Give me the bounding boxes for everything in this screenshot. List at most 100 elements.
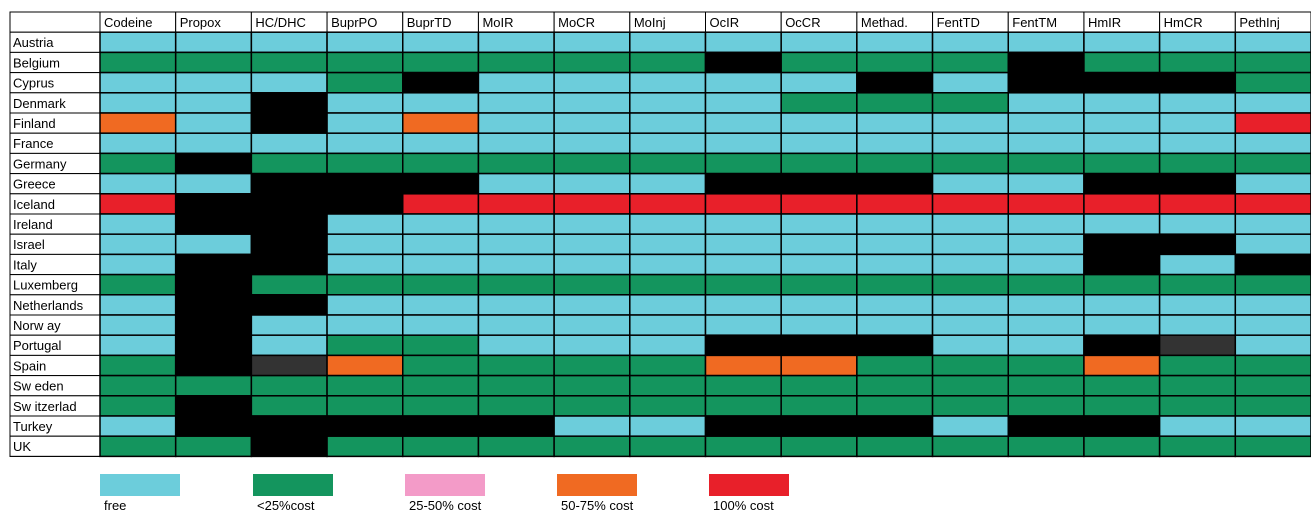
- heatmap-cell: [1158, 172, 1237, 195]
- heatmap-cell: [99, 253, 177, 276]
- heatmap-cell: [250, 374, 328, 397]
- row-label: Belgium: [13, 55, 60, 70]
- heatmap-cell: [326, 213, 404, 235]
- heatmap-cell: [780, 395, 858, 417]
- legend-item-25-50: 25-50% cost: [405, 474, 485, 513]
- heatmap-cell: [99, 314, 177, 336]
- heatmap-cell: [99, 415, 177, 437]
- heatmap-cell: [553, 152, 631, 175]
- heatmap-cell: [1234, 395, 1311, 417]
- heatmap-cell: [99, 112, 177, 134]
- column-header-label: BuprPO: [331, 15, 377, 30]
- heatmap-cell: [326, 71, 404, 94]
- heatmap-cell: [629, 374, 707, 397]
- heatmap-cell: [931, 213, 1009, 235]
- heatmap-cell: [99, 435, 177, 458]
- heatmap-cell: [1007, 435, 1085, 458]
- heatmap-cell: [402, 132, 480, 155]
- heatmap-cell: [629, 132, 707, 155]
- heatmap-cell: [174, 31, 253, 54]
- heatmap-cell: [553, 233, 631, 256]
- heatmap-cell: [629, 273, 707, 296]
- heatmap-cell: [629, 314, 707, 336]
- heatmap-cell: [174, 213, 253, 235]
- heatmap-cell: [553, 132, 631, 155]
- heatmap-cell: [1083, 31, 1161, 54]
- heatmap-cell: [402, 51, 480, 74]
- heatmap-cell: [931, 354, 1009, 377]
- heatmap-cell: [326, 172, 404, 195]
- heatmap-cell: [326, 253, 404, 276]
- heatmap-cell: [250, 193, 328, 215]
- heatmap-cell: [174, 334, 253, 357]
- heatmap-cell: [326, 132, 404, 155]
- legend: free <25%cost 25-50% cost 50-75% cost 10…: [0, 474, 1311, 515]
- legend-label-50-75: 50-75% cost: [561, 498, 634, 513]
- heatmap-cell: [174, 172, 253, 195]
- heatmap-cell: [704, 354, 782, 377]
- heatmap-cell: [174, 193, 253, 215]
- row-label: Spain: [13, 358, 46, 373]
- heatmap-cell: [477, 193, 555, 215]
- heatmap-cell: [250, 31, 328, 54]
- heatmap-cell: [326, 112, 404, 134]
- heatmap-cell: [402, 31, 480, 54]
- heatmap-cell: [1234, 71, 1311, 94]
- heatmap-cell: [1007, 71, 1085, 94]
- heatmap-cell: [1083, 395, 1161, 417]
- heatmap-cell: [1083, 273, 1161, 296]
- heatmap-cell: [1083, 172, 1161, 195]
- heatmap-cell: [780, 374, 858, 397]
- heatmap-cell: [250, 233, 328, 256]
- row-label: Netherlands: [13, 298, 84, 313]
- heatmap-cell: [856, 395, 934, 417]
- heatmap-cell: [1234, 294, 1311, 316]
- heatmap-cell: [553, 415, 631, 437]
- heatmap-cell: [704, 294, 782, 316]
- heatmap-cell: [477, 273, 555, 296]
- row-label: France: [13, 136, 53, 151]
- column-header-label: Methad.: [861, 15, 908, 30]
- heatmap-cell: [1158, 132, 1237, 155]
- legend-swatch-50-75: [557, 474, 637, 496]
- heatmap-cell: [704, 273, 782, 296]
- heatmap-cell: [629, 51, 707, 74]
- heatmap-cell: [1234, 273, 1311, 296]
- heatmap-cell: [326, 334, 404, 357]
- heatmap-cell: [553, 395, 631, 417]
- heatmap-cell: [856, 354, 934, 377]
- heatmap-chart: Codeine Propox HC/DHC BuprPO BuprTD MoIR MoCR M…: [9, 11, 1311, 458]
- heatmap-cell: [402, 152, 480, 175]
- heatmap-cell: [1234, 415, 1311, 437]
- row-label: Ireland: [13, 217, 53, 232]
- heatmap-cell: [99, 172, 177, 195]
- legend-item-free: free: [100, 474, 180, 513]
- heatmap-cell: [477, 51, 555, 74]
- heatmap-cell: [326, 435, 404, 458]
- heatmap-cell: [780, 193, 858, 215]
- heatmap-cell: [1007, 395, 1085, 417]
- heatmap-cell: [553, 172, 631, 195]
- heatmap-cell: [629, 31, 707, 54]
- heatmap-cell: [780, 92, 858, 114]
- row-label: Sw itzerlad: [13, 399, 77, 414]
- heatmap-cell: [174, 132, 253, 155]
- heatmap-cell: [1158, 273, 1237, 296]
- heatmap-cell: [402, 374, 480, 397]
- heatmap-cell: [553, 314, 631, 336]
- heatmap-cell: [174, 374, 253, 397]
- heatmap-cell: [704, 314, 782, 336]
- heatmap-cell: [1083, 51, 1161, 74]
- column-header-label: MoInj: [634, 15, 666, 30]
- heatmap-cell: [1007, 31, 1085, 54]
- heatmap-cell: [856, 334, 934, 357]
- heatmap-cell: [99, 294, 177, 316]
- heatmap-cell: [704, 71, 782, 94]
- heatmap-cell: [477, 31, 555, 54]
- heatmap-cell: [402, 273, 480, 296]
- heatmap-cell: [704, 193, 782, 215]
- heatmap-cell: [402, 415, 480, 437]
- legend-item-50-75: 50-75% cost: [557, 474, 637, 513]
- heatmap-cell: [553, 435, 631, 458]
- heatmap-cell: [174, 51, 253, 74]
